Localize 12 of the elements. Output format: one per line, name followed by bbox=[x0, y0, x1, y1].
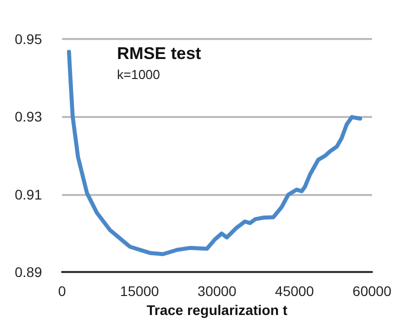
x-tick-label: 0 bbox=[58, 283, 66, 299]
x-tick-label: 15000 bbox=[120, 283, 160, 299]
y-tick-label: 0.93 bbox=[14, 108, 42, 125]
x-tick-label: 30000 bbox=[198, 283, 237, 299]
y-tick-label: 0.95 bbox=[14, 31, 42, 47]
text: k=1000 bbox=[117, 67, 160, 82]
x-tick-label: 60000 bbox=[352, 283, 392, 299]
y-tick-label: 0.89 bbox=[14, 264, 42, 280]
y-tick-label: 0.91 bbox=[14, 186, 42, 202]
x-axis-title: Trace regularization t bbox=[146, 302, 288, 318]
chart-title: RMSE test bbox=[117, 44, 202, 63]
x-tick-label: 45000 bbox=[275, 283, 314, 299]
